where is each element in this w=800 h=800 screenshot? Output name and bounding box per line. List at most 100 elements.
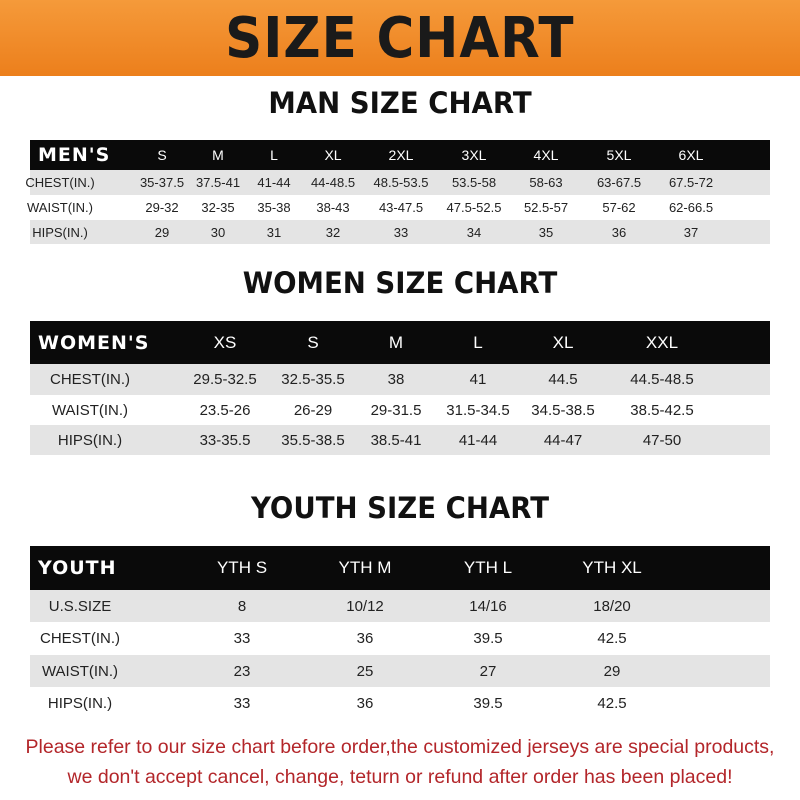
size-header-cell: 2XL (388, 147, 414, 163)
measurement-value: 44.5 (548, 371, 578, 388)
measurement-value: 36 (356, 694, 374, 712)
measurement-label: U.S.SIZE (48, 597, 112, 615)
table-row: WAIST(IN.) 23.5-26 26-29 29-31.5 31.5-34.5 34… (30, 395, 770, 425)
measurement-value: 29 (603, 662, 621, 680)
men-size-table: MEN'S S M L XL 2XL 3XL 4XL 5XL 6XL CHEST(IN.) 35-37… (25, 140, 770, 244)
women-section-title: WOMEN SIZE CHART (242, 266, 558, 300)
size-header-cell: YTH M (338, 558, 392, 577)
size-header-cell: XL (324, 147, 342, 163)
measurement-value: 33 (233, 694, 251, 712)
measurement-value: 37.5-41 (195, 175, 241, 190)
measurement-value: 32.5-35.5 (281, 371, 345, 388)
measurement-value: 42.5 (597, 694, 627, 712)
measurement-value: 42.5 (597, 630, 627, 647)
measurement-value: 35.5-38.5 (281, 431, 345, 449)
measurement-value: 35-37.5 (139, 175, 185, 190)
table-title-cell: WOMEN'S (38, 331, 150, 354)
youth-header-row: YOUTH YTH S YTH M YTH L YTH XL (30, 546, 770, 590)
measurement-value: 33 (393, 224, 409, 240)
measurement-value: 36 (611, 224, 627, 240)
measurement-value: 43-47.5 (378, 200, 424, 215)
table-row: CHEST(IN.) 33 36 39.5 42.5 (30, 622, 770, 655)
measurement-value: 23.5-26 (199, 401, 251, 419)
measurement-value: 53.5-58 (451, 175, 497, 190)
measurement-value: 29-31.5 (370, 401, 422, 419)
size-header-cell: 6XL (678, 147, 704, 163)
women-header-row: WOMEN'S XS S M L XL XXL (30, 321, 770, 364)
measurement-value: 10/12 (346, 597, 384, 615)
measurement-value: 44-48.5 (310, 175, 356, 190)
measurement-value: 48.5-53.5 (373, 175, 429, 190)
measurement-value: 57-62 (602, 200, 636, 215)
table-row: HIPS(IN.) 29 30 31 32 33 34 35 36 37 (30, 220, 770, 244)
measurement-value: 41 (469, 371, 487, 388)
measurement-label: CHEST(IN.) (25, 175, 95, 190)
measurement-value: 33-35.5 (199, 431, 251, 449)
women-size-table: WOMEN'S XS S M L XL XXL CHEST(IN.) 29.5-32.5 32.5… (30, 321, 770, 455)
measurement-value: 23 (233, 662, 251, 680)
table-title-cell: YOUTH (38, 557, 117, 579)
measurement-value: 63-67.5 (596, 175, 642, 190)
measurement-label: WAIST(IN.) (27, 200, 93, 215)
measurement-value: 38 (387, 371, 405, 388)
table-row: CHEST(IN.) 35-37.5 37.5-41 41-44 44-48.5 48.5… (25, 170, 770, 195)
measurement-label: HIPS(IN.) (47, 694, 113, 712)
measurement-label: WAIST(IN.) (41, 662, 119, 680)
banner-title: SIZE CHART (225, 5, 575, 71)
youth-size-table: YOUTH YTH S YTH M YTH L YTH XL U.S.SIZE 8 10/12… (30, 546, 770, 719)
measurement-value: 25 (356, 662, 374, 680)
order-notice-line-2: we don't accept cancel, change, teturn o… (67, 766, 733, 788)
size-header-cell: 5XL (606, 147, 632, 163)
measurement-value: 27 (479, 662, 497, 680)
measurement-value: 32-35 (201, 200, 235, 215)
measurement-value: 41-44 (257, 175, 291, 190)
measurement-value: 47-50 (642, 431, 682, 449)
measurement-value: 35-38 (257, 200, 291, 215)
measurement-value: 14/16 (469, 597, 507, 615)
size-header-cell: YTH S (216, 558, 268, 577)
size-header-cell: S (307, 332, 319, 352)
measurement-value: 38.5-41 (370, 431, 422, 449)
size-header-cell: 4XL (533, 147, 559, 163)
measurement-value: 29.5-32.5 (193, 371, 257, 388)
measurement-value: 52.5-57 (523, 200, 569, 215)
measurement-value: 38-43 (316, 200, 350, 215)
measurement-label: CHEST(IN.) (50, 371, 130, 388)
table-row: WAIST(IN.) 29-32 32-35 35-38 38-43 43-47.5 47.… (27, 195, 770, 220)
size-header-cell: L (270, 147, 278, 163)
measurement-value: 36 (356, 630, 374, 647)
size-header-cell: XXL (645, 332, 679, 352)
measurement-value: 37 (683, 224, 699, 240)
size-header-cell: M (388, 332, 404, 352)
measurement-value: 58-63 (529, 175, 563, 190)
measurement-value: 31 (266, 224, 282, 240)
measurement-value: 30 (210, 224, 226, 240)
measurement-label: WAIST(IN.) (51, 401, 129, 419)
measurement-value: 62-66.5 (668, 200, 714, 215)
table-row: HIPS(IN.) 33-35.5 35.5-38.5 38.5-41 41-44 44-… (30, 425, 770, 455)
table-row: CHEST(IN.) 29.5-32.5 32.5-35.5 38 41 44.5 44.5… (30, 364, 770, 395)
measurement-value: 8 (237, 597, 247, 615)
size-header-cell: M (212, 147, 224, 163)
measurement-value: 67.5-72 (668, 175, 714, 190)
measurement-value: 39.5 (473, 694, 503, 712)
size-header-cell: L (473, 332, 483, 352)
measurement-value: 41-44 (458, 431, 498, 449)
size-chart-banner: SIZE CHART (0, 0, 800, 76)
men-section-title: MAN SIZE CHART (268, 86, 532, 120)
measurement-value: 26-29 (293, 401, 333, 419)
size-header-cell: YTH L (463, 558, 513, 577)
men-header-row: MEN'S S M L XL 2XL 3XL 4XL 5XL 6XL (30, 140, 770, 170)
measurement-value: 32 (325, 224, 341, 240)
measurement-value: 29 (154, 224, 170, 240)
measurement-value: 44.5-48.5 (630, 371, 694, 388)
measurement-value: 34.5-38.5 (531, 401, 595, 419)
size-header-cell: S (157, 147, 167, 163)
measurement-value: 29-32 (145, 200, 179, 215)
size-header-cell: YTH XL (582, 558, 642, 577)
size-header-cell: XL (552, 332, 574, 352)
youth-section-title: YOUTH SIZE CHART (250, 491, 550, 525)
measurement-value: 35 (538, 224, 554, 240)
table-row: U.S.SIZE 8 10/12 14/16 18/20 (30, 590, 770, 622)
measurement-value: 31.5-34.5 (446, 401, 510, 419)
